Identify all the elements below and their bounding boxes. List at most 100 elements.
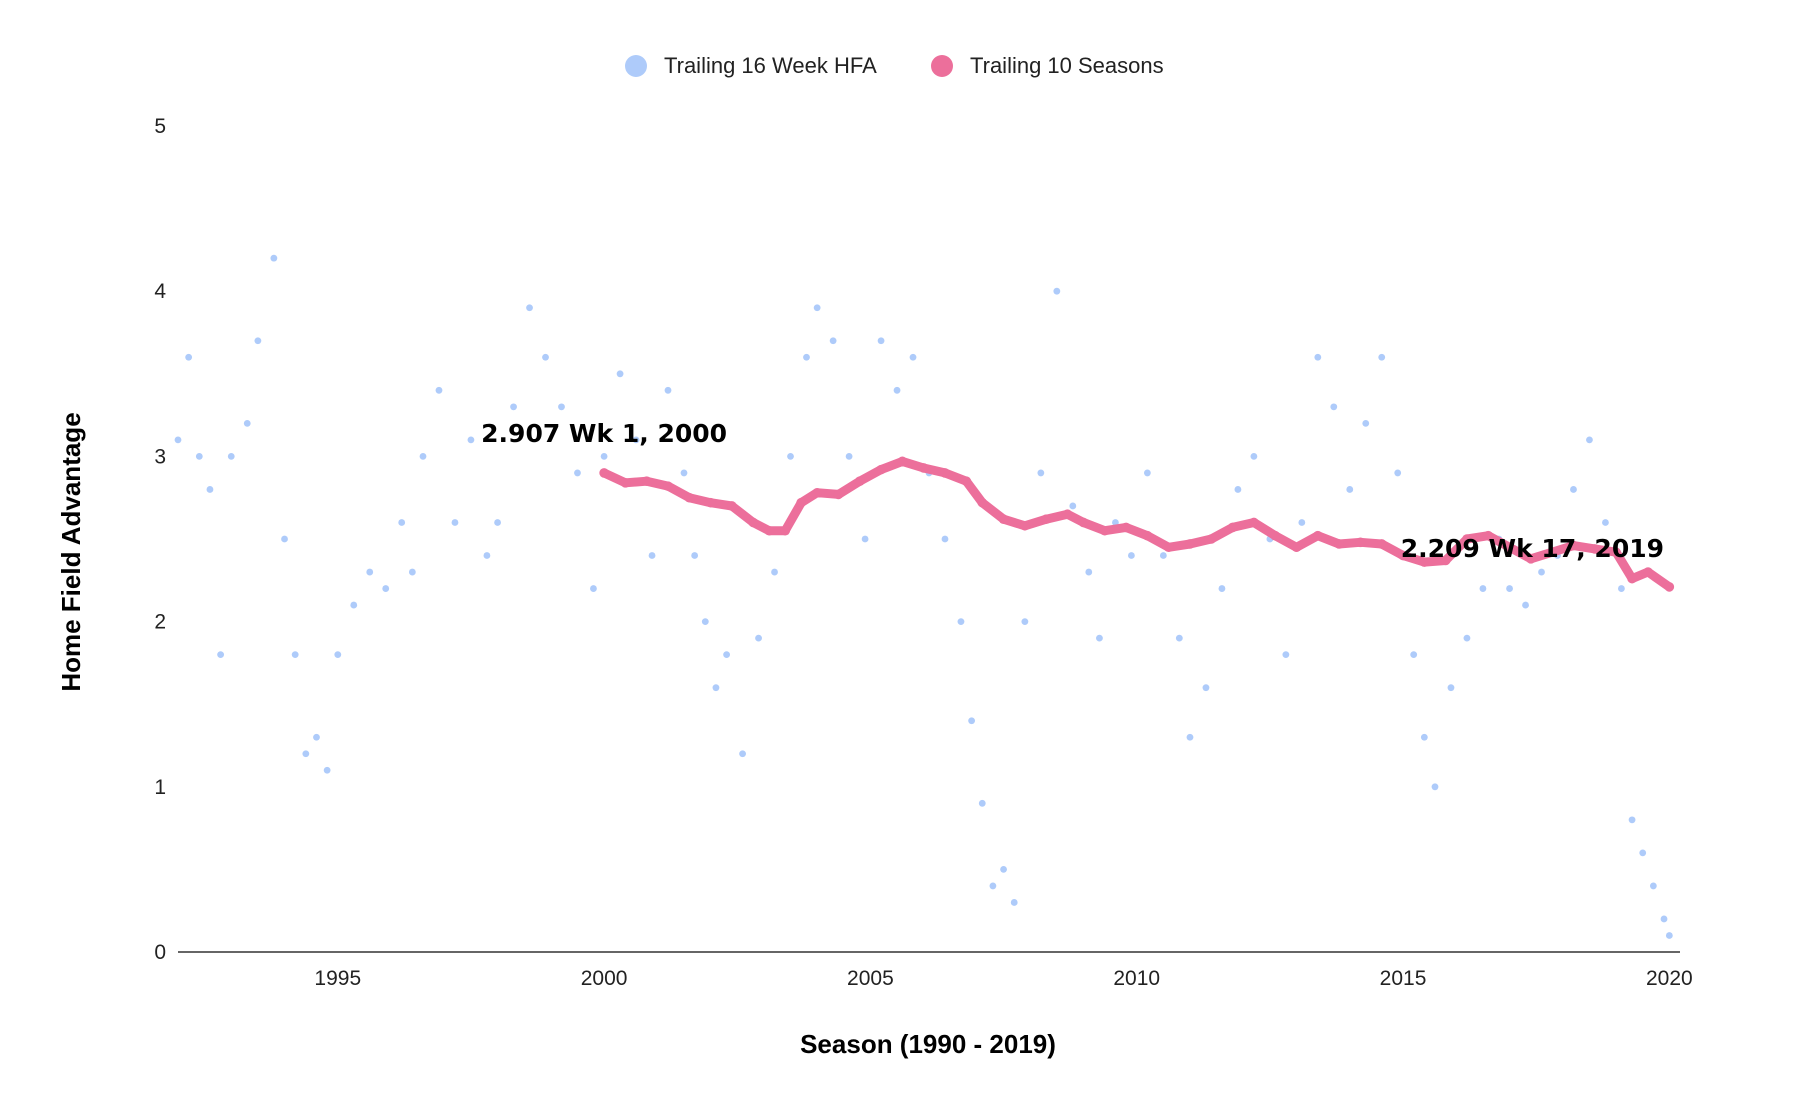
data-point	[350, 601, 358, 609]
data-point	[1085, 568, 1093, 576]
data-point	[1270, 530, 1281, 541]
data-point	[701, 618, 709, 625]
data-point	[1462, 534, 1472, 544]
data-point	[813, 304, 821, 312]
y-tick-label: 5	[154, 115, 166, 138]
data-point	[1000, 866, 1007, 873]
data-point	[977, 497, 988, 508]
series-trailing-10-seasons	[599, 456, 1675, 592]
y-tick-label: 3	[154, 445, 166, 468]
data-point	[323, 766, 331, 774]
data-point	[755, 634, 762, 642]
x-tick-labels: 1995 2000 2005 2010 2015 2020	[314, 967, 1692, 990]
data-point	[705, 497, 716, 508]
annotation-label: 2.907 Wk 1, 2000	[481, 419, 727, 448]
data-point	[574, 469, 581, 477]
data-point	[1234, 486, 1242, 493]
data-point	[1362, 419, 1370, 427]
data-point	[771, 568, 778, 576]
data-point	[1568, 540, 1579, 551]
data-point	[510, 403, 517, 411]
data-point	[1041, 514, 1051, 524]
data-point	[978, 799, 986, 807]
data-point	[227, 453, 235, 460]
data-point	[1570, 486, 1577, 493]
data-point	[712, 684, 720, 692]
legend: Trailing 16 Week HFA Trailing 10 Seasons	[625, 53, 1164, 78]
series-trailing-16-week-hfa	[174, 254, 1673, 939]
data-point	[739, 750, 746, 758]
data-point	[174, 436, 182, 444]
data-point	[1127, 552, 1135, 559]
data-point	[1249, 517, 1259, 528]
data-point	[1078, 517, 1089, 528]
data-point	[1643, 567, 1653, 577]
data-point	[641, 476, 652, 486]
x-axis-title: Season (1990 - 2019)	[800, 1029, 1056, 1059]
data-point	[833, 489, 844, 500]
data-point	[998, 514, 1009, 524]
data-point	[989, 882, 997, 890]
data-point	[909, 353, 917, 361]
data-point	[876, 464, 886, 475]
y-tick-labels: 0 1 2 3 4 5	[154, 115, 166, 964]
data-point	[382, 585, 390, 592]
data-point	[1463, 634, 1471, 642]
data-point	[1218, 585, 1226, 592]
data-point	[1589, 544, 1600, 554]
data-point	[1447, 684, 1455, 692]
data-point	[684, 492, 695, 503]
data-point	[1163, 542, 1174, 553]
data-point	[1538, 568, 1545, 576]
data-point	[408, 568, 416, 576]
data-point	[467, 436, 475, 444]
data-point	[620, 478, 631, 488]
data-point	[1504, 542, 1515, 553]
data-point	[243, 419, 251, 427]
data-point	[281, 535, 288, 543]
data-point	[803, 353, 810, 361]
data-point	[1440, 555, 1451, 566]
data-point	[877, 337, 885, 345]
data-point	[1547, 547, 1557, 558]
data-point	[1020, 520, 1030, 531]
data-point	[1291, 542, 1302, 553]
data-point	[1394, 469, 1402, 477]
y-axis-title: Home Field Advantage	[56, 412, 86, 691]
data-point	[893, 386, 901, 394]
data-point	[1062, 509, 1073, 520]
data-point	[961, 476, 972, 486]
data-point	[1010, 899, 1018, 906]
data-point	[494, 519, 501, 526]
data-point	[1522, 601, 1529, 609]
data-point	[1602, 519, 1609, 526]
data-point	[1526, 554, 1536, 564]
data-point	[1330, 403, 1338, 411]
data-point	[366, 568, 374, 576]
legend-label-trailing-16-week-hfa: Trailing 16 Week HFA	[664, 53, 877, 78]
data-point	[217, 651, 225, 659]
data-point	[1159, 552, 1167, 559]
data-point	[632, 436, 640, 444]
y-tick-label: 2	[154, 611, 166, 634]
data-point	[1586, 436, 1593, 444]
data-point	[1099, 525, 1110, 536]
data-point	[1376, 539, 1387, 549]
data-point	[419, 453, 427, 460]
x-tick-label: 2005	[847, 967, 894, 990]
data-point	[616, 370, 624, 378]
data-point	[787, 453, 794, 460]
data-point	[526, 304, 533, 312]
data-point	[451, 519, 459, 526]
y-tick-label: 4	[154, 280, 166, 303]
series-line	[599, 456, 1674, 592]
x-tick-label: 2015	[1380, 967, 1427, 990]
data-point	[1186, 733, 1194, 741]
data-point	[1346, 486, 1354, 493]
data-point	[845, 453, 853, 460]
data-point	[1250, 453, 1258, 460]
data-point	[1665, 932, 1673, 939]
x-tick-label: 2000	[581, 967, 628, 990]
data-point	[1649, 882, 1657, 890]
